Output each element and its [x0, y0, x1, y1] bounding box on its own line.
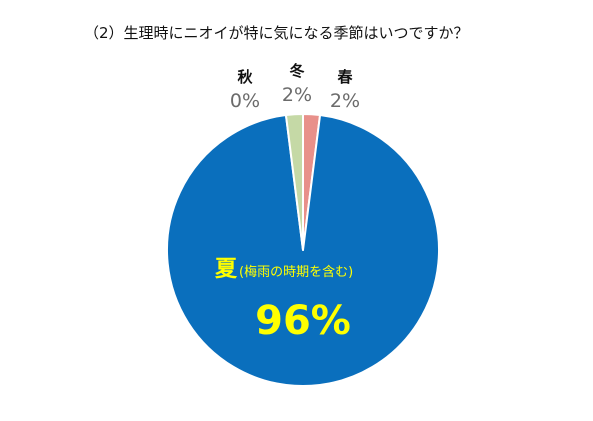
pie-slices [166, 112, 440, 387]
label-autumn-name: 秋 [237, 68, 253, 86]
chart-title: （2）生理時にニオイが特に気になる季節はいつですか？ [84, 24, 469, 42]
slice-winter [284, 112, 304, 251]
label-summer-value: 96% [255, 298, 351, 344]
label-spring-name: 春 [337, 68, 352, 86]
label-summer-name: 夏 [215, 257, 238, 282]
label-spring-value: 2% [330, 90, 360, 112]
label-autumn-value: 0% [230, 90, 260, 112]
label-summer: 夏 (梅雨の時期を含む) [215, 257, 353, 282]
label-summer-note: (梅雨の時期を含む) [239, 264, 353, 280]
label-winter-name: 冬 [289, 62, 304, 80]
label-winter-value: 2% [282, 84, 312, 106]
